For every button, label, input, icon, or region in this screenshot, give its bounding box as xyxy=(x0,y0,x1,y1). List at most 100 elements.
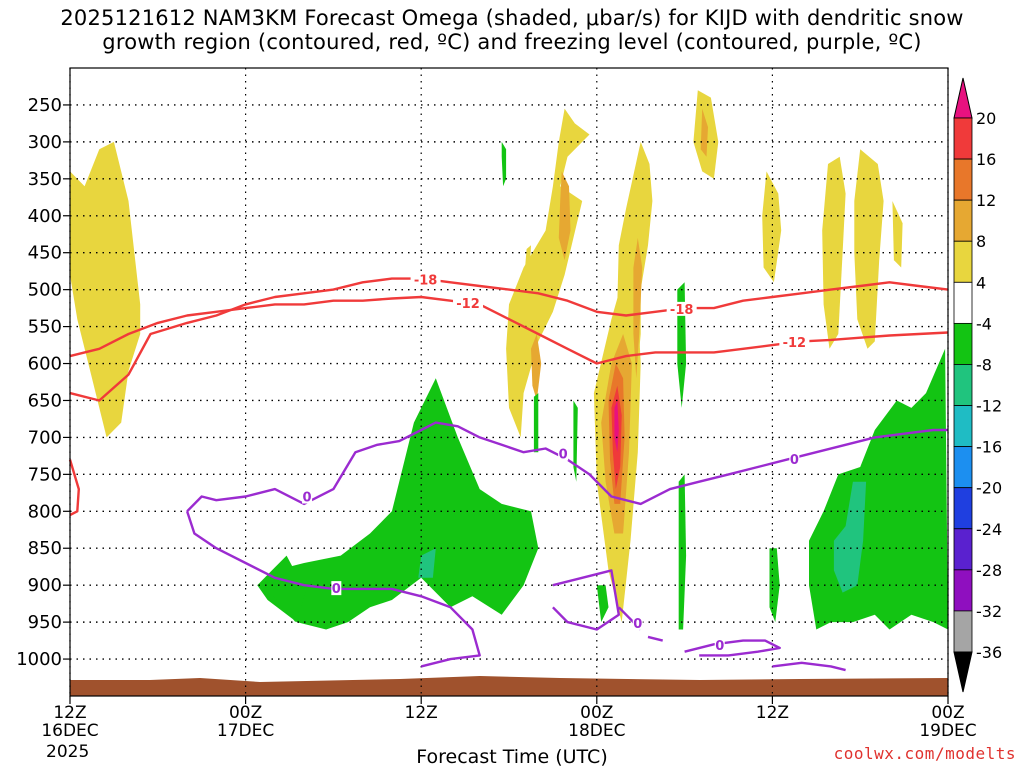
contour-label-bg xyxy=(302,489,313,504)
colorbar-bin xyxy=(953,364,973,406)
omega-region--4 xyxy=(501,141,507,187)
contour-label-bg xyxy=(714,638,725,653)
omega-region-20 xyxy=(614,400,619,453)
y-tick-label: 450 xyxy=(28,243,62,264)
y-tick-label: 500 xyxy=(28,280,62,301)
y-tick-label: 650 xyxy=(28,390,62,411)
contour-label-bg xyxy=(666,301,697,316)
y-tick-label: 700 xyxy=(28,427,62,448)
colorbar-bin xyxy=(953,569,973,612)
colorbar-bin xyxy=(953,610,973,653)
contour-label-bg xyxy=(453,295,484,310)
isotherm-contour xyxy=(552,569,620,631)
contour-label-bg xyxy=(789,451,800,466)
omega-region-4 xyxy=(854,149,884,349)
contour-label: 0 xyxy=(715,639,724,654)
y-tick-label: 600 xyxy=(28,354,62,375)
y-tick-label: 800 xyxy=(28,501,62,522)
omega-region-8 xyxy=(531,334,542,401)
y-tick-label: 350 xyxy=(28,169,62,190)
omega-region--4 xyxy=(677,282,687,408)
colorbar-bin xyxy=(953,322,973,365)
contour-label: -12 xyxy=(783,336,807,351)
y-tick-label: 300 xyxy=(28,132,62,153)
colorbar-label: -8 xyxy=(976,355,992,374)
contour-label: 0 xyxy=(559,448,568,463)
omega-region--4 xyxy=(257,378,539,630)
colorbar-bin xyxy=(953,281,973,324)
colorbar-bin xyxy=(953,240,973,283)
title-line-1: 2025121612 NAM3KM Forecast Omega (shaded… xyxy=(60,6,964,30)
contour-label-bg xyxy=(632,615,643,630)
omega-region--4 xyxy=(769,548,780,623)
omega-region--8 xyxy=(833,481,867,593)
colorbar-label: 8 xyxy=(976,232,986,251)
colorbar-label: -32 xyxy=(976,602,1002,621)
omega-region-8 xyxy=(700,108,708,157)
colorbar-bin xyxy=(953,117,973,160)
contour-label: 0 xyxy=(790,453,799,468)
omega-region--4 xyxy=(596,585,609,623)
omega-region-4 xyxy=(892,201,903,268)
contour-label-bg xyxy=(331,581,342,596)
x-tick-label: 00Z xyxy=(580,703,613,723)
colorbar-bin xyxy=(953,528,973,571)
plot-frame xyxy=(69,67,949,697)
terrain-band xyxy=(70,676,948,696)
omega-region-4 xyxy=(762,171,782,283)
x-tick-label: 12Z xyxy=(53,703,86,723)
omega-region-4 xyxy=(525,245,531,275)
x-tick-date-label: 19DEC xyxy=(919,721,976,741)
omega-region--4 xyxy=(257,555,308,623)
omega-region--8 xyxy=(418,548,436,578)
title-line-2: growth region (contoured, red, ºC) and f… xyxy=(102,30,922,54)
x-axis-label: Forecast Time (UTC) xyxy=(416,746,608,768)
y-tick-label: 1000 xyxy=(16,649,62,670)
x-tick-date-label: 16DEC xyxy=(41,721,98,741)
omega-region--4 xyxy=(678,474,687,630)
contour-label: -18 xyxy=(414,273,438,288)
omega-region--4 xyxy=(573,400,578,482)
isotherm-contour xyxy=(684,639,781,657)
colorbar-label: 16 xyxy=(976,150,996,169)
x-tick-label: 00Z xyxy=(931,703,964,723)
credit-link[interactable]: coolwx.com/modelts xyxy=(833,744,1016,763)
contour-label-bg xyxy=(779,335,810,350)
colorbar-top-arrow xyxy=(953,77,973,119)
colorbar-label: -16 xyxy=(976,438,1002,457)
y-tick-label: 550 xyxy=(28,317,62,338)
chart-title: 2025121612 NAM3KM Forecast Omega (shaded… xyxy=(0,6,1024,54)
colorbar-label: -36 xyxy=(976,643,1002,662)
y-tick-label: 750 xyxy=(28,464,62,485)
colorbar-label: 4 xyxy=(976,273,986,292)
colorbar-bin xyxy=(953,446,973,489)
contour-label-bg xyxy=(558,446,569,461)
y-tick-label: 250 xyxy=(28,95,62,116)
isotherm-contour xyxy=(69,277,949,402)
colorbar-label: 12 xyxy=(976,191,996,210)
colorbar-label: -20 xyxy=(976,479,1002,498)
colorbar-label: -24 xyxy=(976,520,1002,539)
colorbar-label: -28 xyxy=(976,561,1002,580)
y-tick-label: 850 xyxy=(28,538,62,559)
y-tick-label: 950 xyxy=(28,612,62,633)
colorbar-bin xyxy=(953,158,973,201)
contour-label: 0 xyxy=(332,582,341,597)
x-tick-date-label: 17DEC xyxy=(217,721,274,741)
omega-region-4 xyxy=(822,156,846,349)
x-tick-label: 12Z xyxy=(756,703,789,723)
colorbar-label: 20 xyxy=(976,109,996,128)
x-tick-label: 12Z xyxy=(405,703,438,723)
contour-label: 0 xyxy=(633,617,642,632)
contour-label: -12 xyxy=(456,297,480,312)
contour-label: -18 xyxy=(670,303,694,318)
contour-label: 0 xyxy=(303,491,312,506)
x-axis-year: 2025 xyxy=(46,742,90,762)
contour-label-bg xyxy=(410,272,441,287)
y-tick-label: 400 xyxy=(28,206,62,227)
colorbar-label: -4 xyxy=(976,314,992,333)
isotherm-contour xyxy=(185,510,481,668)
colorbar-bin xyxy=(953,487,973,530)
omega-region--4 xyxy=(809,348,948,630)
